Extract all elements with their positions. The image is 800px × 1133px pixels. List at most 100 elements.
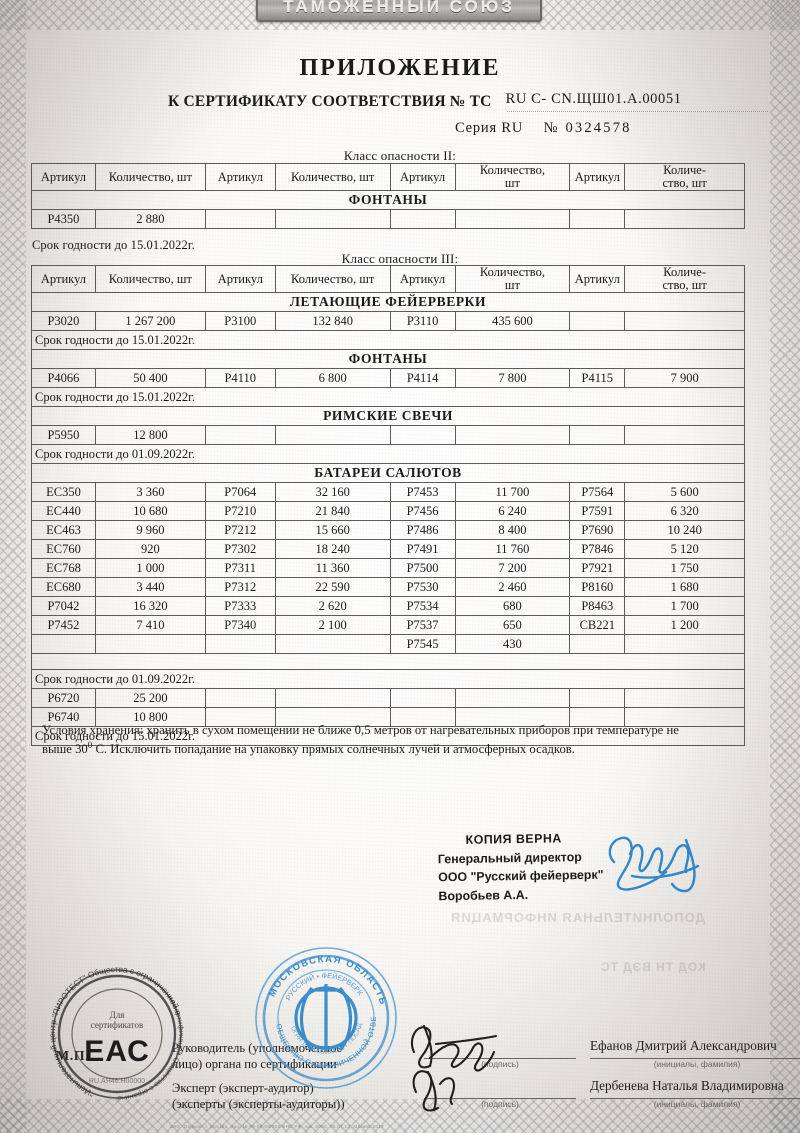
- cell-quantity: 1 267 200: [94, 311, 206, 332]
- col-article: Артикул: [31, 162, 96, 192]
- company-round-stamp: МОСКОВСКАЯ ОБЛАСТЬ ОБЩЕСТВО С ОГРАНИЧЕНН…: [250, 942, 397, 1089]
- cell-article: Р7921: [569, 558, 626, 579]
- col-quantity-line-2: шт: [504, 176, 520, 191]
- signature-caption-2: (подпись): [481, 1099, 519, 1109]
- cell-quantity: 10 680: [94, 501, 206, 522]
- table-row: ЕС760 920 Р7302 18 240 Р7491 11 760 Р784…: [31, 539, 745, 560]
- cell-article: Р7530: [389, 577, 456, 598]
- cell-article: ЕС768: [31, 558, 96, 579]
- cell-article: Р4110: [204, 368, 276, 389]
- table-class-3: Артикул Количество, шт Артикул Количеств…: [31, 264, 745, 747]
- official-name-2: Дербенева Наталья Владимировна: [590, 1078, 784, 1093]
- col-quantity-line-2: ство, шт: [662, 278, 707, 293]
- cell-article: ЕС463: [31, 520, 96, 541]
- cell-quantity: 11 760: [454, 539, 571, 560]
- table-row: ЕС350 3 360 Р7064 32 160 Р7453 11 700 Р7…: [31, 482, 745, 503]
- expiry-row: Срок годности до 01.09.2022г.: [31, 444, 745, 465]
- cell-quantity: 12 800: [94, 425, 206, 446]
- cell-quantity: 1 700: [624, 596, 745, 617]
- col-article: Артикул: [204, 264, 276, 294]
- table-class-2: Артикул Количество, шт Артикул Количеств…: [31, 162, 745, 230]
- label-line-1: Эксперт (эксперт-аудитор): [172, 1081, 314, 1095]
- signature-line-2: [424, 1098, 576, 1099]
- name-caption-2: (инициалы, фамилия): [653, 1099, 741, 1109]
- expiry-note: Срок годности до 01.09.2022г.: [31, 444, 745, 465]
- table-row: Р7545 430: [31, 634, 745, 655]
- cell-quantity: 21 840: [274, 501, 391, 522]
- cell-article: Р7340: [204, 615, 276, 636]
- cell-quantity: [94, 634, 206, 655]
- copy-certified-block: КОПИЯ ВЕРНА Генеральный директор ООО "Ру…: [437, 829, 604, 906]
- cell-quantity: 1 750: [624, 558, 745, 579]
- table-row: Р7042 16 320 Р7333 2 620 Р7534 680 Р8463…: [31, 596, 745, 617]
- cell-quantity: [624, 209, 745, 230]
- certification-body-head-label: Руководитель (уполномоченное лицо) орган…: [172, 1040, 422, 1073]
- cell-article: Р7302: [204, 539, 276, 560]
- expiry-row: Срок годности до 01.09.2022г.: [31, 669, 745, 690]
- col-quantity-line-1: Количество,: [479, 163, 545, 177]
- section-title-row: ЛЕТАЮЩИЕ ФЕЙЕРВЕРКИ: [31, 292, 745, 313]
- cell-article: [204, 209, 276, 230]
- cell-quantity: 7 410: [94, 615, 206, 636]
- expert-auditor-label: Эксперт (эксперт-аудитор) (эксперты (экс…: [172, 1080, 432, 1113]
- section-title-row: ФОНТАНЫ: [31, 190, 745, 211]
- cell-quantity: 25 200: [94, 688, 206, 709]
- cell-quantity: 3 360: [94, 482, 206, 503]
- col-quantity: Количество, шт: [94, 264, 206, 294]
- col-quantity-line-2: ство, шт: [662, 176, 707, 191]
- expiry-note: Срок годности до 15.01.2022г.: [31, 330, 745, 351]
- cell-quantity: 7 900: [624, 368, 745, 389]
- cell-quantity: 132 840: [274, 311, 391, 332]
- cell-article: Р7591: [569, 501, 626, 522]
- expiry-note: Срок годности до 01.09.2022г.: [31, 669, 745, 690]
- expiry-note: Срок годности до 15.01.2022г.: [31, 726, 745, 747]
- expiry-note: Срок годности до 15.01.2022г.: [32, 238, 195, 252]
- storage-line-2: выше 300 С. Исключить попадание на упако…: [42, 739, 754, 759]
- table-header-row: Артикул Количество, шт Артикул Количеств…: [31, 264, 745, 294]
- cell-quantity: 7 200: [454, 558, 571, 579]
- certificate-number-rule: [507, 111, 768, 112]
- security-border-left: [0, 0, 26, 1133]
- cell-quantity: 650: [454, 615, 571, 636]
- cell-article: Р8160: [569, 577, 626, 598]
- col-quantity-line-1: Количе-: [663, 265, 707, 279]
- group-name: ФОНТАНЫ: [31, 349, 745, 370]
- cell-article: [569, 634, 626, 655]
- table-row: ЕС768 1 000 Р7311 11 360 Р7500 7 200 Р79…: [31, 558, 745, 579]
- expiry-row: Срок годности до 15.01.2022г.: [31, 387, 745, 408]
- signature-caption-1: (подпись): [481, 1059, 519, 1069]
- banner-label: ТАМОЖЕННЫЙ СОЮЗ: [283, 0, 515, 16]
- storage-temp-prefix: выше 30: [42, 742, 88, 757]
- expiry-note: Срок годности до 15.01.2022г.: [31, 387, 745, 408]
- group-name: БАТАРЕИ САЛЮТОВ: [31, 463, 745, 484]
- cell-article: ЕС680: [31, 577, 96, 598]
- cell-article: Р3020: [31, 311, 96, 332]
- cell-article: Р5950: [31, 425, 96, 446]
- cell-article: Р7486: [389, 520, 456, 541]
- cell-quantity: [454, 688, 571, 709]
- cell-article: Р7312: [204, 577, 276, 598]
- cell-quantity: 6 800: [274, 368, 391, 389]
- cell-article: Р6740: [31, 707, 96, 728]
- cell-quantity: 1 680: [624, 577, 745, 598]
- svg-text:ЕАС: ЕАС: [84, 1035, 150, 1068]
- spacer-row: [31, 653, 745, 671]
- page-title: ПРИЛОЖЕНИЕ: [299, 55, 501, 81]
- cell-quantity: 7 800: [454, 368, 571, 389]
- cell-article: Р7564: [569, 482, 626, 503]
- security-border-bottom: [0, 1099, 800, 1133]
- cell-article: Р7311: [204, 558, 276, 579]
- cell-quantity: 2 620: [274, 596, 391, 617]
- group-name: РИМСКИЕ СВЕЧИ: [31, 406, 745, 427]
- degree-symbol: 0: [87, 740, 93, 751]
- cell-article: Р7456: [389, 501, 456, 522]
- table-row: Р7452 7 410 Р7340 2 100 Р7537 650 СВ221 …: [31, 615, 745, 636]
- cell-quantity: [454, 425, 571, 446]
- section-title-row: РИМСКИЕ СВЕЧИ: [31, 406, 745, 427]
- cell-article: Р6720: [31, 688, 96, 709]
- cell-quantity: 9 960: [94, 520, 206, 541]
- storage-conditions: Условия хранения: хранить в сухом помеще…: [42, 721, 754, 759]
- series-label: Серия RU: [455, 120, 524, 136]
- col-quantity-line-1: Количество,: [479, 265, 545, 279]
- group-name: ФОНТАНЫ: [31, 190, 745, 211]
